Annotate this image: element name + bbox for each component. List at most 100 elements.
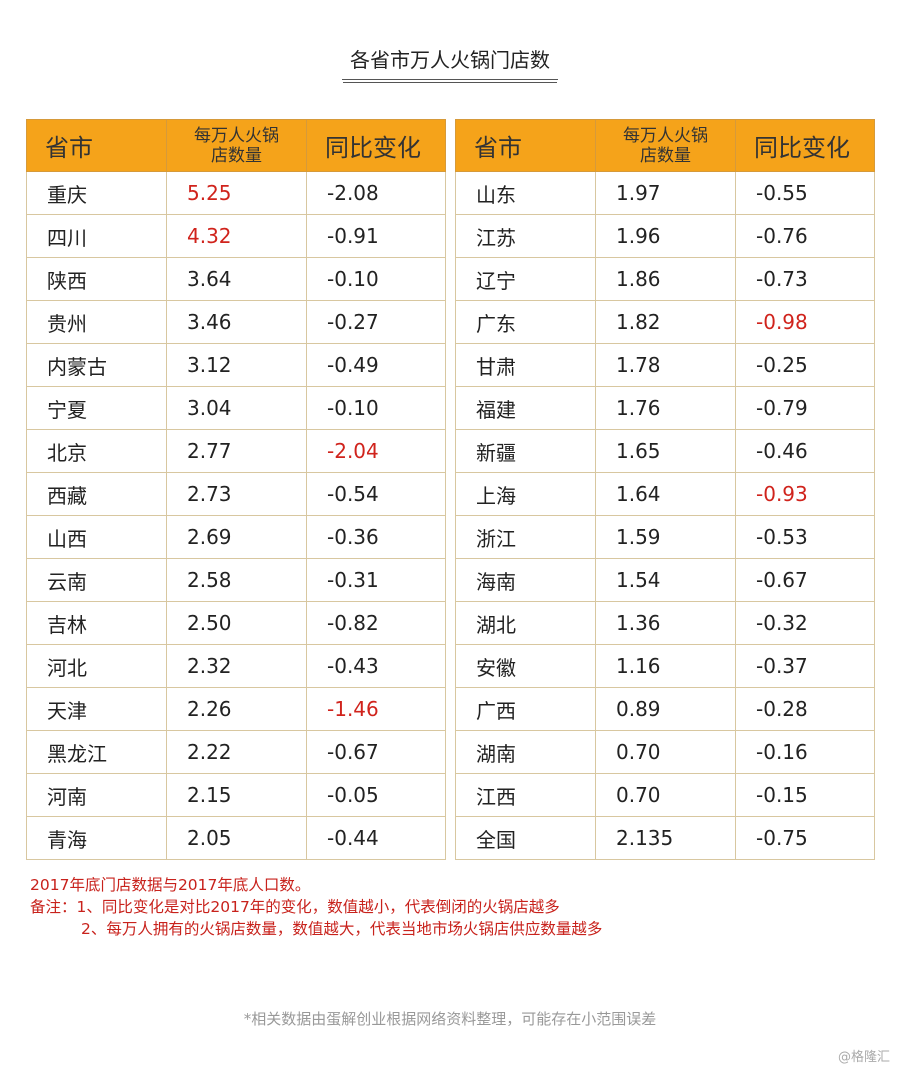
- table-row: 安徽 1.16 -0.37: [455, 644, 875, 688]
- table-row: 江西 0.70 -0.15: [455, 773, 875, 817]
- density-cell: 1.16: [595, 644, 736, 688]
- density-cell: 1.54: [595, 558, 736, 602]
- header-density-line1: 每万人火锅: [194, 125, 279, 146]
- province-cell: 山东: [455, 171, 596, 215]
- province-cell: 西藏: [26, 472, 167, 516]
- density-cell: 1.82: [595, 300, 736, 344]
- density-cell: 2.73: [166, 472, 307, 516]
- density-cell: 1.59: [595, 515, 736, 559]
- table-row: 湖南 0.70 -0.16: [455, 730, 875, 774]
- province-cell: 河南: [26, 773, 167, 817]
- change-cell: -0.43: [306, 644, 446, 688]
- left-table: 省市 每万人火锅 店数量 同比变化 重庆 5.25 -2.08 四川 4.32 -0.91…: [26, 119, 446, 860]
- table-row: 上海 1.64 -0.93: [455, 472, 875, 516]
- change-cell: -0.67: [306, 730, 446, 774]
- density-cell: 1.86: [595, 257, 736, 301]
- change-cell: -0.73: [735, 257, 875, 301]
- province-cell: 青海: [26, 816, 167, 860]
- density-cell: 1.97: [595, 171, 736, 215]
- province-cell: 宁夏: [26, 386, 167, 430]
- change-cell: -0.53: [735, 515, 875, 559]
- table-header-row: 省市 每万人火锅 店数量 同比变化: [26, 119, 446, 172]
- table-row: 广东 1.82 -0.98: [455, 300, 875, 344]
- change-cell: -0.32: [735, 601, 875, 645]
- province-cell: 福建: [455, 386, 596, 430]
- change-cell: -0.67: [735, 558, 875, 602]
- header-density-line1: 每万人火锅: [623, 125, 708, 146]
- province-cell: 海南: [455, 558, 596, 602]
- density-cell: 3.46: [166, 300, 307, 344]
- density-cell: 2.26: [166, 687, 307, 731]
- province-cell: 上海: [455, 472, 596, 516]
- note-line-2: 备注：1、同比变化是对比2017年的变化，数值越小，代表倒闭的火锅店越多: [30, 898, 560, 916]
- header-density-line2: 店数量: [211, 145, 262, 166]
- header-density-line2: 店数量: [640, 145, 691, 166]
- table-row: 海南 1.54 -0.67: [455, 558, 875, 602]
- density-cell: 1.78: [595, 343, 736, 387]
- left-table-body: 重庆 5.25 -2.08 四川 4.32 -0.91 陕西 3.64 -0.10 贵州 3.46-…: [26, 171, 446, 860]
- table-row: 吉林 2.50 -0.82: [26, 601, 446, 645]
- province-cell: 黑龙江: [26, 730, 167, 774]
- change-cell: -0.75: [735, 816, 875, 860]
- density-cell: 2.69: [166, 515, 307, 559]
- change-cell: -0.98: [735, 300, 875, 344]
- note-line-3: 2、每万人拥有的火锅店数量，数值越大，代表当地市场火锅店供应数量越多: [81, 920, 603, 938]
- table-row: 全国 2.135 -0.75: [455, 816, 875, 860]
- province-cell: 陕西: [26, 257, 167, 301]
- table-row: 北京 2.77 -2.04: [26, 429, 446, 473]
- density-cell: 1.76: [595, 386, 736, 430]
- header-province: 省市: [455, 119, 596, 172]
- table-row: 四川 4.32 -0.91: [26, 214, 446, 258]
- province-cell: 湖北: [455, 601, 596, 645]
- change-cell: -0.93: [735, 472, 875, 516]
- right-table: 省市 每万人火锅 店数量 同比变化 山东 1.97 -0.55 江苏 1.96 -0.76…: [455, 119, 875, 860]
- change-cell: -0.91: [306, 214, 446, 258]
- table-row: 湖北 1.36 -0.32: [455, 601, 875, 645]
- table-row: 宁夏 3.04 -0.10: [26, 386, 446, 430]
- table-row: 广西 0.89 -0.28: [455, 687, 875, 731]
- table-row: 山东 1.97 -0.55: [455, 171, 875, 215]
- change-cell: -0.44: [306, 816, 446, 860]
- change-cell: -0.16: [735, 730, 875, 774]
- density-cell: 3.04: [166, 386, 307, 430]
- table-row: 西藏 2.73 -0.54: [26, 472, 446, 516]
- table-row: 河北 2.32 -0.43: [26, 644, 446, 688]
- density-cell: 3.12: [166, 343, 307, 387]
- table-row: 福建 1.76 -0.79: [455, 386, 875, 430]
- change-cell: -2.04: [306, 429, 446, 473]
- province-cell: 安徽: [455, 644, 596, 688]
- table-row: 云南 2.58 -0.31: [26, 558, 446, 602]
- change-cell: -0.55: [735, 171, 875, 215]
- table-row: 辽宁 1.86 -0.73: [455, 257, 875, 301]
- header-change: 同比变化: [735, 119, 875, 172]
- table-row: 新疆 1.65 -0.46: [455, 429, 875, 473]
- change-cell: -0.49: [306, 343, 446, 387]
- density-cell: 3.64: [166, 257, 307, 301]
- province-cell: 天津: [26, 687, 167, 731]
- density-cell: 0.70: [595, 773, 736, 817]
- province-cell: 广东: [455, 300, 596, 344]
- province-cell: 湖南: [455, 730, 596, 774]
- page-title: 各省市万人火锅门店数: [0, 44, 900, 80]
- table-row: 河南 2.15 -0.05: [26, 773, 446, 817]
- change-cell: -0.10: [306, 257, 446, 301]
- province-cell: 浙江: [455, 515, 596, 559]
- table-row: 甘肃 1.78 -0.25: [455, 343, 875, 387]
- province-cell: 云南: [26, 558, 167, 602]
- province-cell: 四川: [26, 214, 167, 258]
- change-cell: -0.25: [735, 343, 875, 387]
- change-cell: -0.36: [306, 515, 446, 559]
- header-density: 每万人火锅 店数量: [166, 119, 307, 172]
- watermark: @格隆汇: [837, 1050, 890, 1065]
- table-row: 内蒙古 3.12 -0.49: [26, 343, 446, 387]
- province-cell: 广西: [455, 687, 596, 731]
- density-cell: 2.05: [166, 816, 307, 860]
- table-row: 天津 2.26 -1.46: [26, 687, 446, 731]
- change-cell: -0.28: [735, 687, 875, 731]
- header-change: 同比变化: [306, 119, 446, 172]
- province-cell: 全国: [455, 816, 596, 860]
- density-cell: 2.58: [166, 558, 307, 602]
- table-header-row: 省市 每万人火锅 店数量 同比变化: [455, 119, 875, 172]
- density-cell: 1.36: [595, 601, 736, 645]
- change-cell: -0.46: [735, 429, 875, 473]
